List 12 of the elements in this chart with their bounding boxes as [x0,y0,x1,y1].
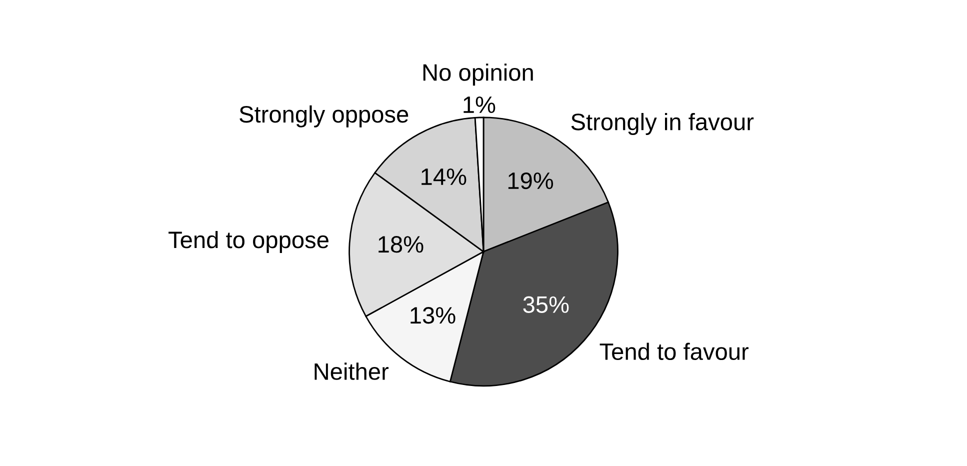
slice-label: Strongly oppose [240,105,408,128]
slice-label: Tend to favour [600,342,749,360]
data-label: 14% [422,168,466,185]
data-label: 1% [464,96,496,114]
slice-label: Strongly in favour [571,112,754,135]
slice-label: No opinion [423,64,533,86]
data-label: 35% [523,296,569,314]
data-label: 18% [378,236,424,253]
slice-label: Tend to oppose [168,230,328,253]
data-label: 13% [410,307,456,324]
slice-label: Neither [314,362,389,380]
data-label: 19% [508,172,554,190]
